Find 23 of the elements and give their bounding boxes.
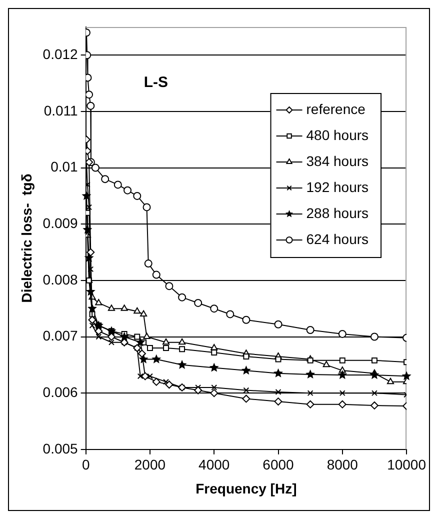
x-tick-label: 4000 [198,456,230,473]
x-tick-label: 2000 [134,456,166,473]
annotation: L-S [144,74,168,92]
y-tick-label: 0.006 [42,384,78,400]
legend-label: 624 hours [306,230,369,247]
y-tick-label: 0.012 [42,46,78,62]
legend-label: 480 hours [306,126,369,143]
y-axis-title: Dielectric loss- tgδ [18,174,34,303]
legend-label: 384 hours [306,152,369,169]
y-tick-label: 0.009 [42,214,78,231]
x-tick-label: 10000 [387,456,426,473]
y-tick-label: 0.008 [42,271,78,288]
y-tick-label: 0.005 [42,440,78,456]
legend-label: 192 hours [306,178,369,195]
x-tick-label: 0 [82,456,90,473]
legend-label: 288 hours [306,204,369,221]
x-tick-label: 8000 [326,456,358,473]
y-tick-label: 0.011 [44,102,78,118]
legend-label: reference [306,100,366,117]
x-tick-label: 6000 [262,456,294,473]
y-tick-label: 0.01 [50,158,78,175]
y-tick-label: 0.007 [42,328,78,344]
x-axis-title: Frequency [Hz] [196,480,297,496]
